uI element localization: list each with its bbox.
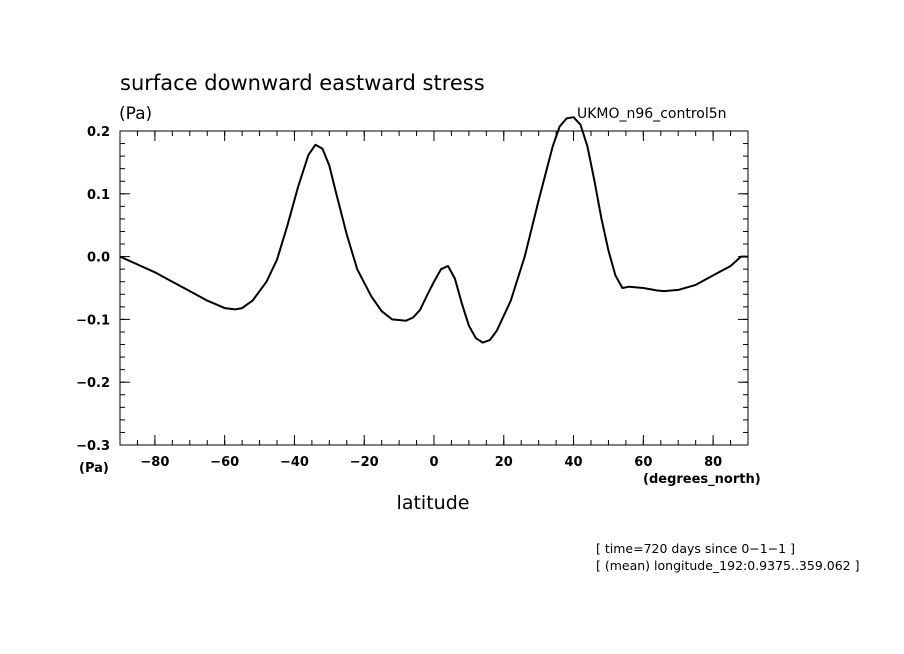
x-unit-label: (degrees_north) bbox=[643, 472, 761, 487]
footer-longitude: [ (mean) longitude_192:0.9375..359.062 ] bbox=[596, 558, 859, 573]
chart-title: surface downward eastward stress bbox=[120, 71, 485, 95]
x-tick-label: −40 bbox=[280, 455, 309, 470]
footer-time: [ time=720 days since 0−1−1 ] bbox=[596, 541, 795, 556]
series-line bbox=[119, 116, 748, 344]
x-tick-label: 60 bbox=[634, 455, 652, 470]
x-tick-label: −60 bbox=[210, 455, 239, 470]
x-tick-label: −80 bbox=[140, 455, 169, 470]
y-unit-bottom: (Pa) bbox=[79, 461, 109, 476]
x-tick-label: −20 bbox=[350, 455, 379, 470]
x-tick-label-group: −80 −60 −40 −20 0 20 40 60 80 bbox=[140, 455, 722, 470]
x-tick-label: 80 bbox=[704, 455, 722, 470]
x-tick-label: 0 bbox=[429, 455, 438, 470]
y-tick-label-group: 0.2 0.1 0.0 −0.1 −0.2 −0.3 bbox=[76, 125, 110, 454]
x-tick-label: 20 bbox=[495, 455, 513, 470]
y-tick-label: 0.1 bbox=[87, 188, 110, 203]
y-tick-label: −0.3 bbox=[76, 439, 110, 454]
x-axis-label: latitude bbox=[397, 492, 470, 514]
y-tick-label: 0.2 bbox=[87, 125, 110, 140]
y-tick-group bbox=[120, 130, 748, 446]
y-tick-label: −0.1 bbox=[76, 313, 110, 328]
x-tick-label: 40 bbox=[565, 455, 583, 470]
y-tick-label: −0.2 bbox=[76, 376, 110, 391]
x-tick-group bbox=[119, 131, 749, 445]
y-unit-top: (Pa) bbox=[119, 104, 152, 124]
series-label: UKMO_n96_control5n bbox=[577, 106, 727, 122]
plot-frame bbox=[119, 130, 749, 446]
y-tick-label: 0.0 bbox=[87, 251, 110, 266]
